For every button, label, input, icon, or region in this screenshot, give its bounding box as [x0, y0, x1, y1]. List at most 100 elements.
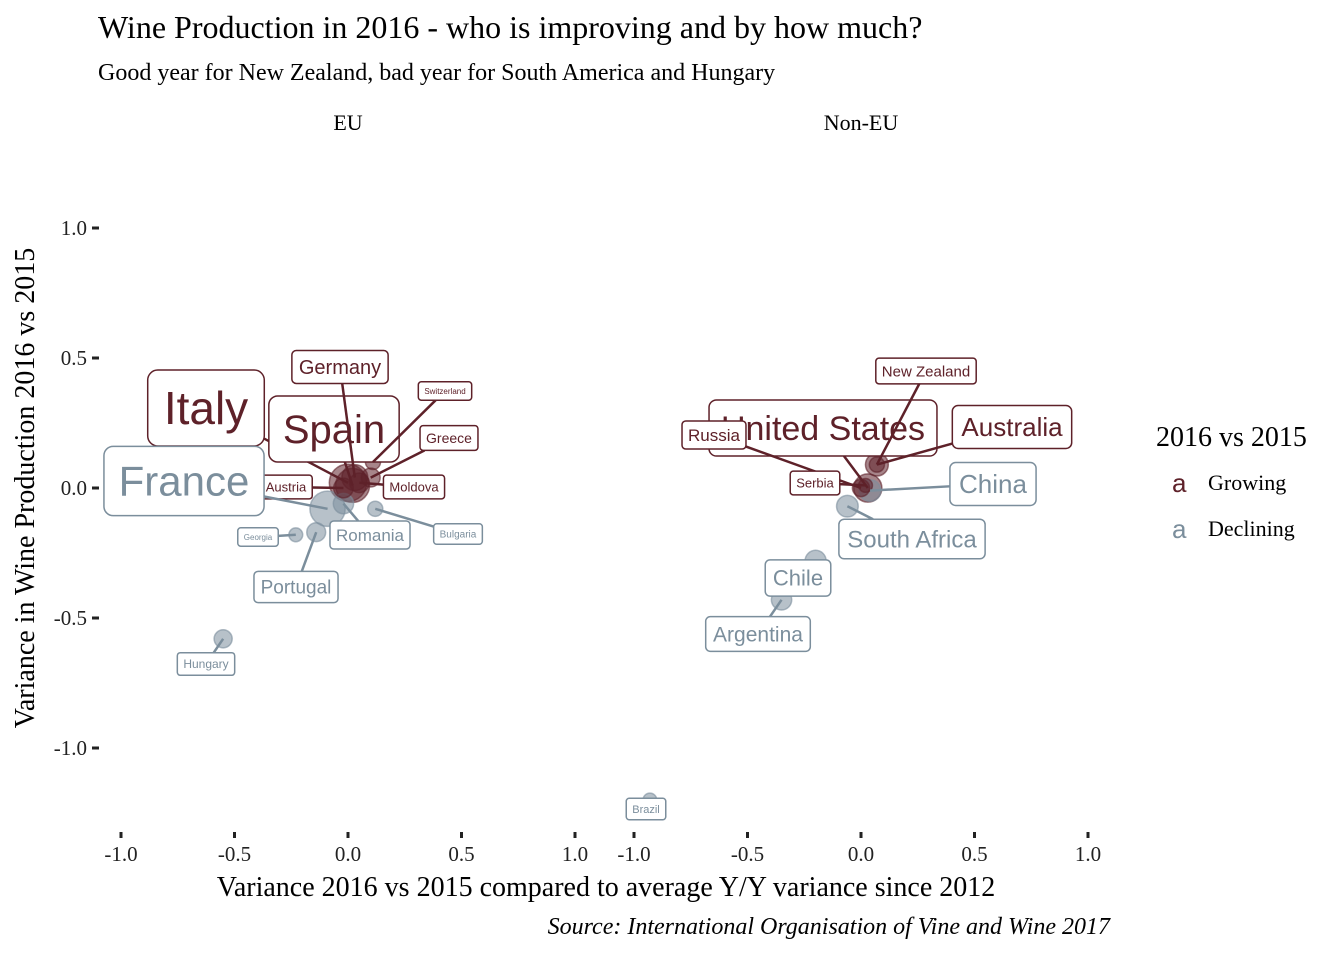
label-text: Greece — [426, 430, 472, 446]
label-greece: Greece — [370, 424, 479, 479]
x-tick-label: 0.0 — [335, 842, 361, 866]
facet-panels: EU -1.0 -0.5 0.0 0.5 1.0 Italy Spain Germany Aust… — [103, 110, 1101, 866]
label-box — [764, 559, 832, 597]
label-box — [268, 395, 400, 463]
label-text: Moldova — [389, 480, 439, 495]
label-box — [253, 570, 339, 604]
leader-line — [875, 383, 921, 466]
label-text: Argentina — [713, 623, 803, 646]
label-austria: Austria — [259, 474, 344, 500]
label-text: United States — [721, 410, 925, 448]
x-axis-title: Variance 2016 vs 2015 compared to averag… — [217, 872, 996, 903]
label-russia: Russia — [681, 420, 862, 490]
leader-line — [312, 486, 344, 490]
labels: United States Australia New Zealand Russia S… — [625, 357, 1073, 821]
label-box — [417, 381, 473, 401]
y-tick-label: -0.5 — [54, 606, 87, 630]
label-text: Portugal — [261, 578, 332, 599]
label-text: China — [959, 469, 1027, 499]
label-box — [329, 520, 411, 550]
x-tick-label: 1.0 — [1075, 842, 1101, 866]
chart-subtitle: Good year for New Zealand, bad year for … — [98, 60, 775, 86]
y-tick-label: -1.0 — [54, 736, 87, 760]
label-moldova: Moldova — [359, 474, 446, 500]
label-text: New Zealand — [882, 363, 970, 380]
label-box — [875, 357, 977, 385]
leader-line — [212, 638, 225, 654]
label-south-africa: South Africa — [838, 505, 986, 560]
label-portugal: Portugal — [253, 531, 339, 604]
label-text: Switzerland — [424, 387, 465, 396]
panel-non-eu: Non-EU -1.0 -0.5 0.0 0.5 1.0 United States Aust… — [617, 110, 1101, 866]
legend-key-growing: a — [1172, 468, 1187, 498]
leader-line — [340, 383, 357, 478]
label-chile: Chile — [764, 559, 832, 597]
label-bulgaria: Bulgaria — [374, 507, 484, 545]
label-serbia: Serbia — [789, 470, 866, 496]
label-box — [382, 474, 446, 500]
chart-title: Wine Production in 2016 - who is improvi… — [98, 9, 922, 45]
label-united-states: United States — [708, 399, 938, 489]
label-box — [951, 404, 1073, 450]
leader-line — [342, 502, 360, 522]
leader-line — [359, 481, 384, 486]
label-china: China — [870, 461, 1037, 507]
leader-line — [300, 531, 318, 572]
label-box — [176, 651, 236, 677]
legend-title: 2016 vs 2015 — [1156, 422, 1307, 453]
leader-line — [839, 482, 866, 487]
x-tick-label: 0.0 — [848, 842, 874, 866]
legend-label-growing: Growing — [1208, 470, 1286, 495]
label-georgia: Georgia — [237, 527, 296, 547]
leader-line — [263, 495, 328, 511]
label-box — [291, 349, 389, 385]
label-france: France — [103, 445, 328, 517]
label-box — [432, 523, 484, 545]
leader-line — [745, 445, 862, 490]
y-tick-label: 0.0 — [61, 476, 87, 500]
labels: Italy Spain Germany Austria Moldova Greece Swi… — [103, 349, 484, 677]
y-tick-label: 0.5 — [61, 346, 87, 370]
label-text: Chile — [773, 566, 823, 591]
label-box — [625, 797, 667, 821]
label-text: South Africa — [847, 526, 977, 553]
leader-line — [846, 505, 874, 521]
label-switzerland: Switzerland — [372, 381, 473, 463]
label-box — [704, 615, 812, 653]
label-text: Hungary — [183, 657, 228, 671]
leader-line — [370, 449, 426, 479]
y-axis: 1.0 0.5 0.0 -0.5 -1.0 — [54, 216, 99, 760]
label-text: Bulgaria — [440, 530, 477, 541]
label-box — [237, 527, 279, 547]
y-axis-title: Variance in Wine Production 2016 vs 2015 — [10, 248, 41, 729]
x-tick-label: -1.0 — [104, 842, 137, 866]
label-romania: Romania — [329, 502, 411, 550]
x-tick-label: 0.5 — [448, 842, 474, 866]
label-text: Georgia — [244, 533, 273, 542]
x-tick-label: -1.0 — [617, 842, 650, 866]
label-text: Romania — [336, 526, 405, 545]
label-text: Spain — [283, 408, 385, 452]
label-germany: Germany — [291, 349, 389, 478]
leader-line — [278, 533, 296, 538]
leader-line — [768, 599, 783, 618]
leader-line — [343, 461, 354, 486]
facet-label-non-eu: Non-EU — [824, 110, 899, 135]
label-text: Germany — [299, 357, 381, 379]
label-box — [681, 420, 747, 450]
label-text: Brazil — [632, 804, 660, 816]
label-text: France — [119, 458, 250, 505]
label-brazil: Brazil — [625, 797, 667, 821]
source-caption: Source: International Organisation of Vi… — [548, 914, 1111, 940]
label-new-zealand: New Zealand — [875, 357, 977, 466]
label-box — [419, 424, 479, 452]
label-text: Russia — [688, 426, 741, 445]
label-box — [949, 461, 1037, 507]
legend: 2016 vs 2015 a Growing a Declining — [1156, 422, 1307, 544]
legend-label-declining: Declining — [1208, 516, 1295, 541]
panel-eu: EU -1.0 -0.5 0.0 0.5 1.0 Italy Spain Germany Aust… — [103, 110, 588, 866]
label-hungary: Hungary — [176, 638, 236, 677]
leader-line — [876, 442, 953, 466]
leader-line — [870, 485, 950, 492]
